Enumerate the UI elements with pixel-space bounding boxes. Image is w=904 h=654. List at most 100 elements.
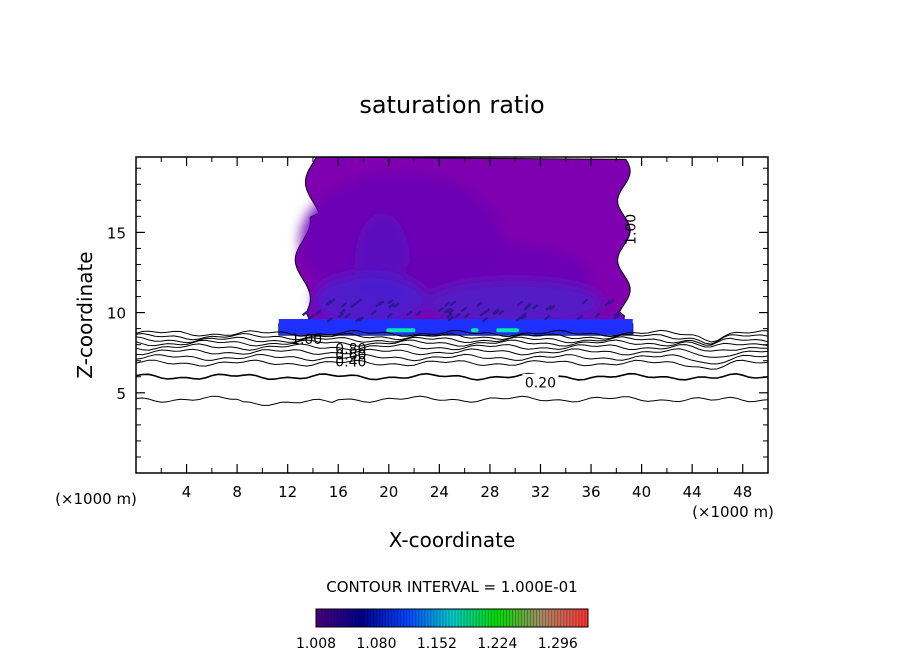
cloud-streak [315,309,322,316]
cloud-streak [375,301,382,308]
chart-title: saturation ratio [359,91,544,119]
cloud-streak [386,312,393,319]
colorbar-tick-label: 1.008 [296,636,336,652]
cloud-streak [447,308,455,315]
x-tick-label: 44 [683,483,702,501]
cloud-streak [344,313,351,319]
cloud-streak [443,301,451,307]
plot-frame [135,156,769,474]
cloud-streak [350,302,357,309]
cloud-streak [355,316,362,323]
cloud-streak [581,298,589,305]
cloud-streak [492,308,500,315]
cloud-streak [576,314,584,321]
cloud-streak [329,298,336,305]
cloud-highlight [496,328,519,333]
contour-line [136,353,768,365]
cloud-streak [481,316,489,323]
cloud-streak [594,312,601,318]
colorbar-tick-label: 1.296 [538,636,578,652]
cloud-shade [312,274,427,326]
cloud-streak [516,300,524,307]
x-axis-title: X-coordinate [389,528,516,552]
x-tick-label: 16 [329,483,348,501]
colorbar-tick-label: 1.080 [356,636,396,652]
colorbar: 1.008 1.080 1.152 1.224 1.296 [296,608,589,652]
cloud-streak [520,314,527,321]
cloud-streak [525,303,532,309]
y-tick-label: 5 [116,385,126,403]
cloud-streak [493,309,500,316]
contour-label: 1.00 [623,214,639,245]
colorbar-tick-label: 1.224 [477,636,517,652]
cloud-streak [549,304,556,311]
cloud-region [278,157,634,336]
y-axis: 5 10 15 [107,167,768,458]
contour-line [136,332,768,345]
cloud-streak [604,300,611,307]
contour-interval-label: CONTOUR INTERVAL = 1.000E-01 [326,578,577,596]
x-tick-label: 40 [632,483,651,501]
cloud-streak [370,309,377,316]
contour-line [136,329,768,343]
y-tick-label: 10 [107,305,126,323]
contour-line [136,343,768,352]
cloud-streak [437,306,444,313]
x-tick-label: 8 [232,483,242,501]
cloud-streak [476,301,483,308]
cloud-streak [447,315,455,322]
cloud-streak [388,302,395,309]
cloud-streak [613,311,620,317]
colorbar-frame [315,608,589,628]
cloud-streak [340,302,348,308]
y-tick-label: 15 [107,224,126,242]
cloud-streak [460,306,468,313]
colorbar-tick-label: 1.152 [417,636,457,652]
cloud-streak [446,312,453,319]
cloud-highlight [470,328,479,333]
x-tick-label: 12 [278,483,297,501]
contour-label: 0.40 [335,355,366,371]
cloud-streak [613,313,621,320]
cloud-highlight [386,328,416,333]
contour-lines [136,329,768,406]
x-tick-label: 36 [581,483,600,501]
cloud-streak [532,303,539,310]
cloud-streak [543,314,551,321]
y-axis-title: Z-coordinate [73,251,97,378]
contour-line [136,372,768,381]
cloud-streak [337,312,345,319]
cloud-streak [443,307,451,314]
contour-label: 0.60 [335,347,366,363]
x-tick-label: 24 [430,483,449,501]
cloud-streak [307,314,315,321]
cloud-streak [545,305,552,311]
cloud-streak [415,310,422,317]
contour-label: 0.20 [525,375,556,391]
cloud-streak [387,298,394,305]
contour-line [136,348,768,358]
cloud-streak [355,298,363,305]
contour-line [136,395,768,406]
cloud-streak [463,312,470,319]
x-tick-label: 20 [379,483,398,501]
contour-labels: 1.00 0.800.600.40 0.20 1.00 [291,214,639,392]
x-unit-label-left: (×1000 m) [55,490,137,508]
cloud-streak [301,310,309,317]
x-tick-label: 32 [531,483,550,501]
cloud-streak [479,310,486,317]
cloud-streak [449,300,457,307]
cloud-streak [454,312,461,319]
cloud-base-layer [278,319,633,336]
plot-area [136,157,768,473]
cloud-streak [405,310,413,317]
cloud-streak [515,315,523,322]
cloud-streak [357,316,364,323]
x-tick-label: 28 [480,483,499,501]
x-tick-label: 4 [182,483,192,501]
contour-label-bg [522,373,559,389]
contour-label: 1.00 [291,332,322,348]
cloud-shade [426,280,604,326]
colorbar-gradient [316,609,588,627]
